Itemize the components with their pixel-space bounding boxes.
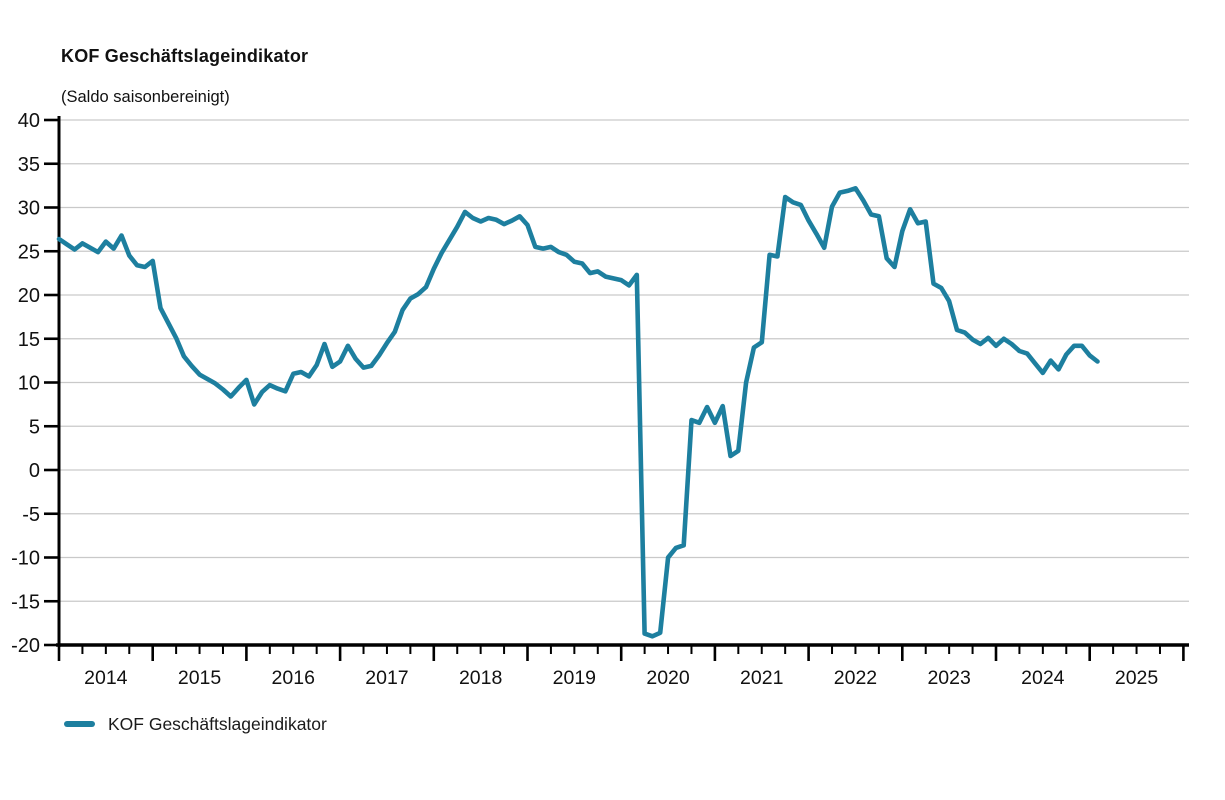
- x-tick-label: 2025: [1115, 667, 1159, 689]
- y-tick-label: -10: [11, 548, 40, 570]
- y-tick-label: 40: [18, 110, 40, 132]
- x-tick-label: 2023: [927, 667, 970, 689]
- x-axis-ticks: [57, 645, 1185, 661]
- x-axis-labels: 2014 2015 2016 2017 2018 2019 2020 2021 2022 2023…: [84, 667, 1158, 689]
- x-tick-label: 2018: [459, 667, 502, 689]
- legend-label: KOF Geschäftslageindikator: [108, 713, 327, 734]
- x-tick-label: 2017: [365, 667, 408, 689]
- chart-title: KOF Geschäftslageindikator: [61, 46, 309, 66]
- legend-line-swatch: [64, 721, 95, 727]
- y-gridlines: [59, 119, 1189, 602]
- chart-subtitle: (Saldo saisonbereinigt): [61, 88, 230, 106]
- y-tick-label: -20: [11, 635, 40, 657]
- x-tick-label: 2016: [272, 667, 315, 689]
- x-tick-label: 2022: [834, 667, 877, 689]
- x-tick-label: 2024: [1021, 667, 1065, 689]
- x-tick-label: 2019: [553, 667, 596, 689]
- y-tick-label: 5: [29, 416, 40, 438]
- y-tick-label: 10: [18, 373, 40, 395]
- y-tick-label: 25: [18, 241, 40, 263]
- x-tick-label: 2020: [646, 667, 690, 689]
- y-tick-label: 15: [18, 329, 40, 351]
- y-axis-ticks: 40 35 30 25 20 15 10 5 0 -5 -10 -15 -20: [11, 110, 58, 657]
- y-tick-label: -5: [22, 504, 40, 526]
- x-tick-label: 2021: [740, 667, 783, 689]
- legend: KOF Geschäftslageindikator: [64, 713, 327, 735]
- y-tick-label: 30: [18, 198, 40, 220]
- y-tick-label: 20: [18, 285, 40, 307]
- series-line: [56, 186, 1100, 639]
- y-tick-label: -15: [11, 591, 40, 613]
- x-tick-label: 2014: [84, 667, 128, 689]
- y-tick-label: 35: [18, 154, 40, 176]
- y-tick-label: 0: [29, 460, 40, 482]
- x-tick-label: 2015: [178, 667, 222, 689]
